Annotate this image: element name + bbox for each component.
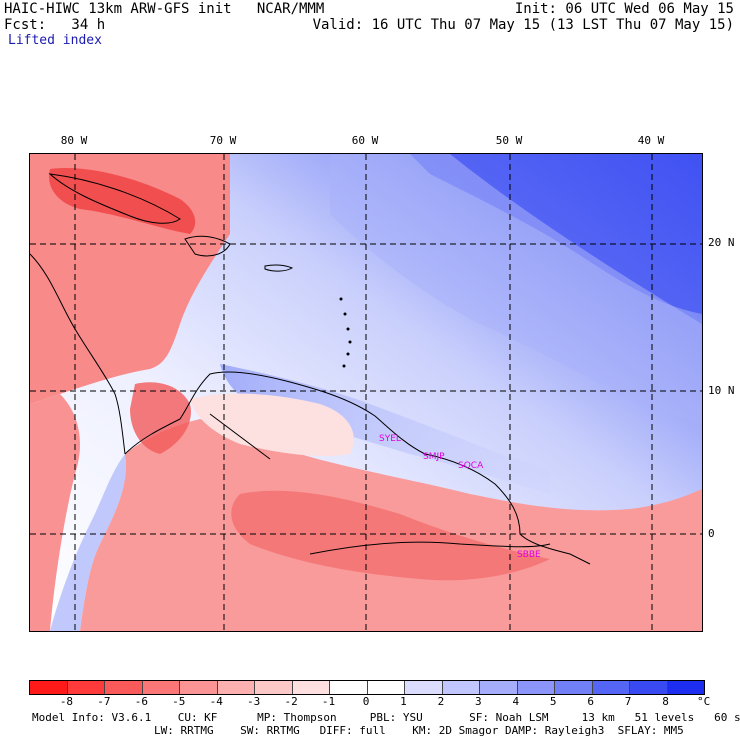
colorbar-tick-label: -7 xyxy=(97,695,111,708)
lifted-index-map: SYEL SMJP SOCA SBBE xyxy=(29,153,703,632)
amazon-strong-negative xyxy=(231,490,551,581)
colorbar-segment xyxy=(255,681,293,694)
colorbar-segment xyxy=(630,681,668,694)
andes-positive-strip xyxy=(50,454,126,631)
colorbar-tick-label: -6 xyxy=(134,695,148,708)
colorbar-tick-label: 3 xyxy=(475,695,482,708)
lat-label-10n: 10 N xyxy=(708,384,735,397)
colorbar-tick-label: -3 xyxy=(247,695,261,708)
central-america-coast xyxy=(30,253,126,455)
colorbar-segment xyxy=(480,681,518,694)
amazon-river xyxy=(309,541,551,555)
lon-label-60w: 60 W xyxy=(351,134,379,147)
init-time: Init: 06 UTC Wed 06 May 15 xyxy=(514,1,734,17)
colorbar-unit: °C xyxy=(697,695,711,708)
central-america-negative xyxy=(30,394,80,631)
colorbar-segment xyxy=(517,681,555,694)
colorbar-tick-label: 0 xyxy=(362,695,370,708)
colorbar-segment xyxy=(180,681,218,694)
colorbar-segment xyxy=(667,681,704,694)
puerto-rico-coast xyxy=(264,264,294,272)
colorbar-tick-label: 1 xyxy=(400,695,407,708)
lon-label-40w: 40 W xyxy=(637,134,665,147)
colorbar-tick-label: -5 xyxy=(172,695,186,708)
model-info-line1: Model Info: V3.6.1 CU: KF MP: Thompson P… xyxy=(32,711,740,724)
hispaniola-coast xyxy=(184,235,231,257)
valid-time: Valid: 16 UTC Thu 07 May 15 (13 LST Thu … xyxy=(312,17,734,33)
colorbar-tick-label: -4 xyxy=(209,695,223,708)
colorbar xyxy=(29,680,705,695)
colorbar-tick-label: 4 xyxy=(512,695,520,708)
colorbar-tick-label: 8 xyxy=(662,695,669,708)
station-label-sbbe: SBBE xyxy=(517,550,541,560)
colorbar-segment xyxy=(367,681,405,694)
colorbar-segment xyxy=(592,681,630,694)
colorbar-segment xyxy=(292,681,330,694)
positive-area xyxy=(330,154,702,424)
colorbar-tick-label: 5 xyxy=(549,695,557,708)
colorbar-segment xyxy=(30,681,68,694)
caribbean-strong-negative xyxy=(49,168,196,234)
lesser-antilles xyxy=(339,297,352,368)
colorbar-tick-label: -1 xyxy=(321,695,336,708)
lon-label-80w: 80 W xyxy=(60,134,88,147)
forecast-hour: Fcst: 34 h xyxy=(4,17,106,33)
south-america-coast xyxy=(124,371,591,565)
guiana-pale-area xyxy=(190,393,354,456)
coastal-positive-band xyxy=(220,364,550,494)
colorbar-segment xyxy=(67,681,105,694)
colorbar-tick-label: 2 xyxy=(437,695,445,708)
colorbar-tick-label: -8 xyxy=(59,695,74,708)
station-label-soca: SOCA xyxy=(458,461,484,471)
colorbar-segment xyxy=(217,681,255,694)
coastlines xyxy=(30,173,591,565)
orinoco-river xyxy=(209,413,271,460)
station-label-smjp: SMJP xyxy=(423,452,445,462)
colombia-strong-negative xyxy=(130,382,191,454)
lon-label-70w: 70 W xyxy=(209,134,237,147)
graticule xyxy=(30,154,702,631)
colorbar-tick-label: 6 xyxy=(587,695,594,708)
colorbar-segment xyxy=(142,681,180,694)
colorbar-tick-label: -2 xyxy=(284,695,298,708)
field-name: Lifted index xyxy=(8,33,102,48)
colorbar-segment xyxy=(405,681,443,694)
lat-label-0: 0 xyxy=(708,527,715,540)
lon-label-50w: 50 W xyxy=(495,134,523,147)
colorbar-segment xyxy=(330,681,368,694)
cuba-coast xyxy=(48,173,181,224)
colorbar-segment xyxy=(105,681,143,694)
model-title: HAIC-HIWC 13km ARW-GFS init NCAR/MMM xyxy=(4,1,325,17)
station-label-syel: SYEL xyxy=(379,434,401,444)
colorbar-segment xyxy=(442,681,480,694)
colorbar-tick-label: 7 xyxy=(624,695,632,708)
model-info-line2: LW: RRTMG SW: RRTMG DIFF: full KM: 2D Sm… xyxy=(154,724,684,737)
lat-label-20n: 20 N xyxy=(708,236,735,249)
colorbar-segment xyxy=(555,681,593,694)
